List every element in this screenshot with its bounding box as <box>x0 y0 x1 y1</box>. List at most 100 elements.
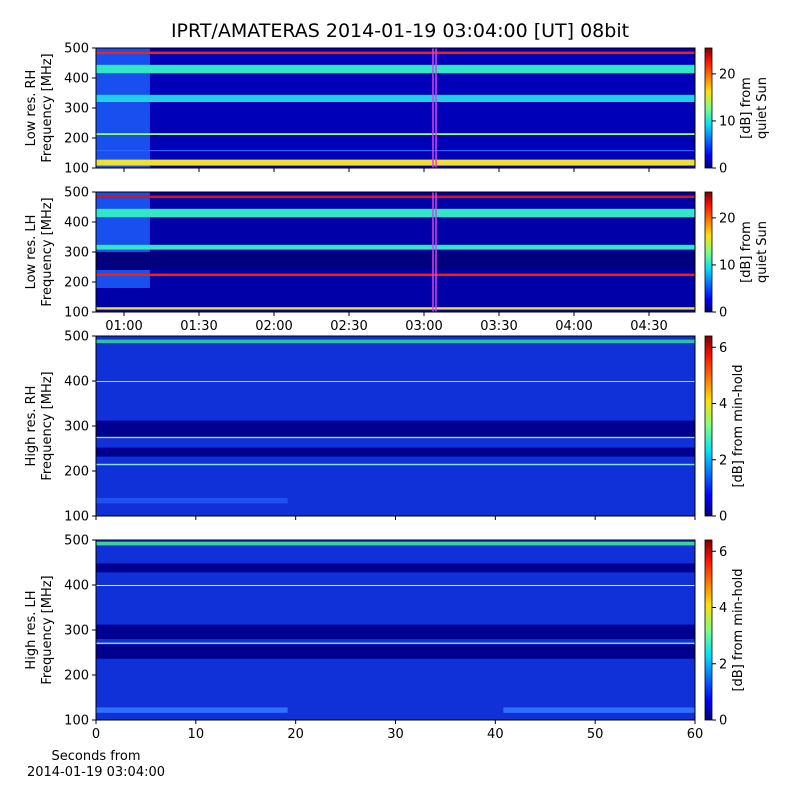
spectrogram-band <box>96 192 150 288</box>
spectrogram-band <box>96 94 695 102</box>
colorbar-label: [dB] from <box>739 221 754 283</box>
spectrogram-band <box>96 150 695 152</box>
x-axis-label: Seconds from <box>51 749 140 764</box>
colorbar-tick-label: 2 <box>719 657 727 672</box>
colorbar-tick-label: 0 <box>719 306 727 321</box>
x-axis-label: 2014-01-19 03:04:00 <box>27 765 165 780</box>
colorbar-tick-label: 4 <box>719 397 727 412</box>
spectrogram-band <box>96 447 695 457</box>
y-tick-label: 100 <box>64 306 89 321</box>
colorbar-label: [dB] from min-hold <box>731 568 746 691</box>
spectrogram-band <box>96 195 695 198</box>
spectrogram-band <box>96 624 695 639</box>
colorbar-tick-label: 10 <box>719 114 736 129</box>
y-axis-label: Frequency [MHz] <box>40 371 55 480</box>
spectrogram-band <box>96 585 695 586</box>
spectrogram-band <box>96 208 695 218</box>
figure-title: IPRT/AMATERAS 2014-01-19 03:04:00 [UT] 0… <box>171 20 629 42</box>
x-tick-label: 60 <box>687 727 704 742</box>
y-tick-label: 300 <box>64 624 89 639</box>
y-tick-label: 400 <box>64 72 89 87</box>
x-tick-label: 01:30 <box>180 319 217 334</box>
spectrogram-band <box>96 159 695 166</box>
spectrogram-band <box>96 381 695 382</box>
colorbar-tick-label: 20 <box>719 211 736 226</box>
spectrogram-band <box>96 64 695 74</box>
x-tick-label: 20 <box>287 727 304 742</box>
y-tick-label: 200 <box>64 669 89 684</box>
y-tick-label: 100 <box>64 714 89 729</box>
colorbar-tick-label: 4 <box>719 601 727 616</box>
y-axis-label: Low res. LH <box>24 215 39 290</box>
spectrogram-band <box>96 707 288 713</box>
x-tick-label: 04:00 <box>555 319 592 334</box>
colorbar-tick-label: 10 <box>719 258 736 273</box>
y-tick-label: 500 <box>64 42 89 57</box>
y-tick-label: 200 <box>64 132 89 147</box>
panel: 100 200 300 400 500 High res. RH Frequency [MH… <box>24 330 746 525</box>
spectrogram-band <box>96 563 695 573</box>
y-axis-label: Frequency [MHz] <box>40 575 55 684</box>
colorbar-tick-label: 6 <box>719 545 727 560</box>
x-tick-label: 0 <box>92 727 100 742</box>
y-tick-label: 100 <box>64 510 89 525</box>
colorbar-label: quiet Sun <box>755 221 770 283</box>
y-axis-label: Frequency [MHz] <box>40 53 55 162</box>
x-tick-label: 04:30 <box>630 319 667 334</box>
spectrogram-band <box>96 273 695 276</box>
y-tick-label: 200 <box>64 276 89 291</box>
colorbar <box>704 539 713 721</box>
y-tick-label: 400 <box>64 375 89 390</box>
x-tick-label: 03:30 <box>480 319 517 334</box>
y-tick-label: 500 <box>64 186 89 201</box>
colorbar-tick-label: 0 <box>719 162 727 177</box>
y-tick-label: 300 <box>64 420 89 435</box>
spectrogram-band <box>96 133 695 135</box>
x-tick-label: 03:00 <box>405 319 442 334</box>
y-axis-label: High res. LH <box>24 590 39 669</box>
colorbar <box>704 191 713 313</box>
colorbar-tick-label: 2 <box>719 453 727 468</box>
colorbar-label: quiet Sun <box>755 77 770 139</box>
spectrogram-band <box>96 642 695 645</box>
spectrogram-band <box>96 244 695 250</box>
colorbar-label: [dB] from min-hold <box>731 364 746 487</box>
y-axis-label: High res. RH <box>24 386 39 467</box>
y-tick-label: 500 <box>64 534 89 549</box>
spectrogram-band <box>96 463 695 466</box>
colorbar <box>704 335 713 517</box>
colorbar-label: [dB] from <box>739 77 754 139</box>
y-axis-label: Low res. RH <box>24 70 39 147</box>
colorbar-tick-label: 0 <box>719 714 727 729</box>
spectrogram-band <box>503 707 695 713</box>
y-tick-label: 300 <box>64 102 89 117</box>
spectrogram-band <box>96 436 695 439</box>
x-tick-label: 02:00 <box>255 319 292 334</box>
y-tick-label: 200 <box>64 465 89 480</box>
y-tick-label: 400 <box>64 579 89 594</box>
spectrogram-band <box>96 307 695 310</box>
x-tick-label: 02:30 <box>330 319 367 334</box>
y-tick-label: 400 <box>64 216 89 231</box>
spectrogram-band <box>96 541 695 546</box>
y-tick-label: 500 <box>64 330 89 345</box>
x-tick-label: 40 <box>487 727 504 742</box>
y-tick-label: 100 <box>64 162 89 177</box>
spectrogram-band <box>96 339 695 344</box>
colorbar-tick-label: 6 <box>719 341 727 356</box>
x-tick-label: 10 <box>188 727 205 742</box>
spectrogram-band <box>96 252 695 270</box>
colorbar-tick-label: 0 <box>719 510 727 525</box>
spectrogram-band <box>96 51 695 54</box>
y-tick-label: 300 <box>64 246 89 261</box>
x-tick-label: 30 <box>387 727 404 742</box>
y-axis-label: Frequency [MHz] <box>40 197 55 306</box>
spectrogram-band <box>96 420 695 439</box>
colorbar <box>704 47 713 169</box>
spectrogram-band <box>96 644 695 659</box>
colorbar-tick-label: 20 <box>719 67 736 82</box>
x-tick-label: 01:00 <box>105 319 142 334</box>
